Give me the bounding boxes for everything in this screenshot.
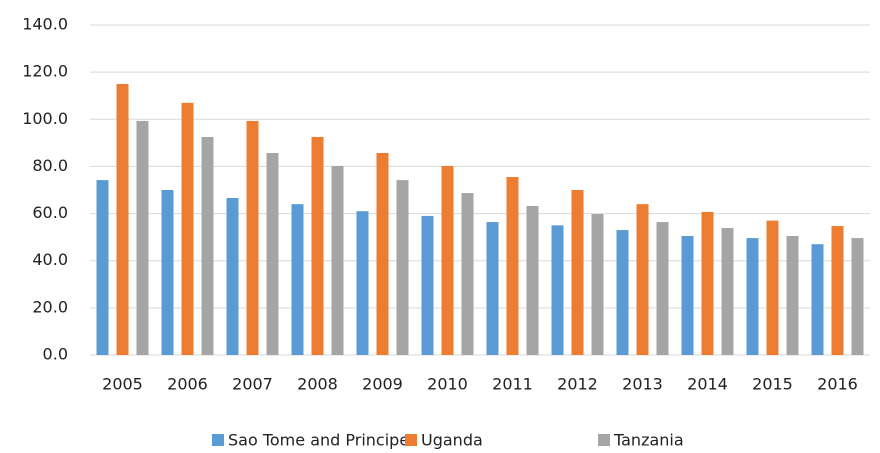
bar — [181, 102, 194, 356]
bar — [396, 180, 409, 355]
x-tick-label: 2013 — [622, 375, 663, 394]
y-tick-label: 40.0 — [32, 250, 68, 269]
bar — [356, 211, 369, 355]
bar — [461, 193, 474, 355]
bar — [291, 204, 304, 355]
y-tick-label: 100.0 — [22, 109, 68, 128]
y-tick-label: 80.0 — [32, 156, 68, 175]
y-tick-label: 140.0 — [22, 15, 68, 34]
bar — [116, 83, 129, 355]
legend-swatch — [212, 434, 224, 446]
x-tick-label: 2014 — [687, 375, 728, 394]
x-tick-label: 2006 — [167, 375, 208, 394]
bar — [441, 165, 454, 355]
bar — [246, 120, 259, 355]
y-tick-label: 20.0 — [32, 297, 68, 316]
bar — [701, 211, 714, 355]
bar — [571, 190, 584, 355]
x-tick-label: 2015 — [752, 375, 793, 394]
legend-label: Sao Tome and Principe — [228, 431, 409, 450]
bar — [201, 136, 214, 355]
bar — [311, 136, 324, 355]
legend-label: Uganda — [421, 431, 483, 450]
y-tick-label: 120.0 — [22, 62, 68, 81]
legend-swatch — [598, 434, 610, 446]
y-tick-label: 60.0 — [32, 203, 68, 222]
x-tick-label: 2005 — [102, 375, 143, 394]
bar — [851, 238, 864, 355]
bar — [136, 120, 149, 355]
bar — [551, 225, 564, 355]
x-tick-label: 2009 — [362, 375, 403, 394]
bar — [616, 230, 629, 355]
bar — [681, 235, 694, 355]
bar — [811, 244, 824, 355]
bar — [786, 235, 799, 355]
bar — [636, 204, 649, 355]
bar — [421, 215, 434, 355]
bar — [526, 206, 539, 355]
x-tick-label: 2011 — [492, 375, 533, 394]
bar — [831, 226, 844, 355]
bar — [226, 198, 239, 355]
bar — [486, 222, 499, 355]
bar — [331, 165, 344, 355]
x-tick-label: 2008 — [297, 375, 338, 394]
bar — [766, 220, 779, 355]
bar — [721, 227, 734, 355]
bar — [591, 214, 604, 355]
legend-label: Tanzania — [613, 431, 684, 450]
bar — [656, 222, 669, 355]
x-tick-label: 2010 — [427, 375, 468, 394]
x-tick-label: 2007 — [232, 375, 273, 394]
bar — [96, 180, 109, 355]
bar — [376, 152, 389, 355]
bar — [266, 152, 279, 355]
x-tick-label: 2012 — [557, 375, 598, 394]
bar — [161, 190, 174, 355]
y-tick-label: 0.0 — [43, 345, 68, 364]
bar — [746, 238, 759, 355]
legend-swatch — [405, 434, 417, 446]
bar — [506, 177, 519, 355]
x-tick-label: 2016 — [817, 375, 858, 394]
